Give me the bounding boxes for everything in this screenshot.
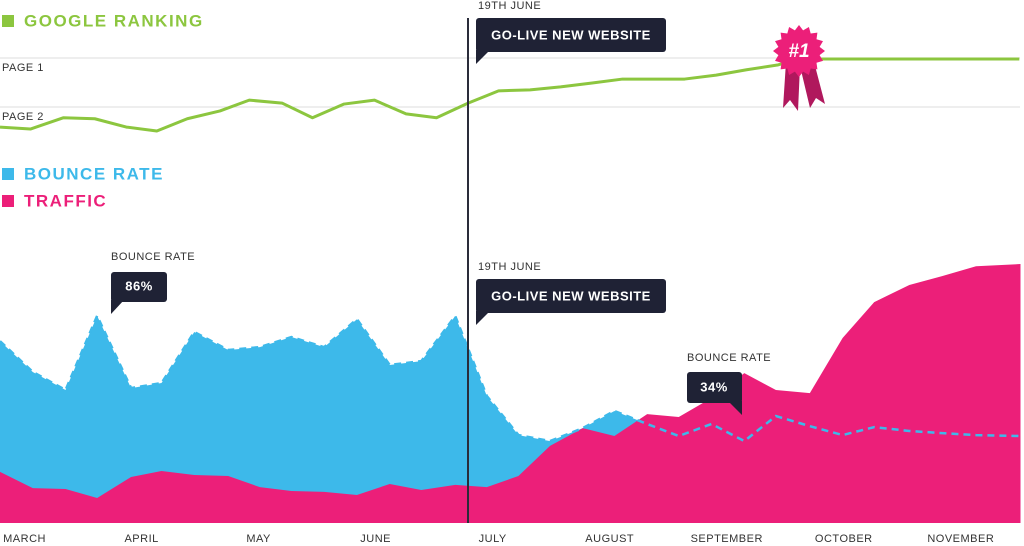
legend-swatch [2, 195, 14, 207]
x-tick-label: JULY [479, 533, 507, 545]
rank-badge: #1 [773, 25, 825, 111]
legend-label: BOUNCE RATE [24, 164, 164, 183]
annotation-title: BOUNCE RATE [111, 251, 195, 263]
x-tick-label: MAY [246, 533, 271, 545]
callout-text: GO-LIVE NEW WEBSITE [491, 288, 651, 303]
legend-label: GOOGLE RANKING [24, 11, 204, 30]
bounce-dashed-line [0, 312, 1021, 443]
x-tick-label: SEPTEMBER [691, 533, 763, 545]
legend-label: TRAFFIC [24, 191, 107, 210]
x-tick-label: APRIL [124, 533, 158, 545]
y-tick-label: PAGE 2 [2, 111, 44, 123]
callout-box [687, 372, 742, 403]
x-tick-label: MARCH [3, 533, 46, 545]
annotation-title: 19TH JUNE [478, 0, 541, 12]
x-tick-label: AUGUST [585, 533, 634, 545]
callout-pointer [476, 50, 490, 64]
x-tick-label: JUNE [360, 533, 391, 545]
legend-swatch [2, 168, 14, 180]
callout-pointer [476, 311, 490, 325]
x-tick-label: NOVEMBER [927, 533, 994, 545]
callout-box [476, 18, 666, 52]
annotation-title: BOUNCE RATE [687, 352, 771, 364]
callout-text: GO-LIVE NEW WEBSITE [491, 27, 651, 42]
x-tick-label: OCTOBER [815, 533, 873, 545]
callout-box [476, 279, 666, 313]
annotation-title: 19TH JUNE [478, 261, 541, 273]
callout-box [111, 272, 167, 302]
y-tick-label: PAGE 1 [2, 62, 44, 74]
badge-star [773, 25, 825, 77]
badge-ribbon [800, 62, 825, 108]
callout: GO-LIVE NEW WEBSITE [476, 279, 666, 325]
area [0, 264, 1021, 523]
callout-pointer [728, 401, 742, 415]
callout-pointer [111, 300, 124, 314]
legend-swatch [2, 15, 14, 27]
badge-ribbon [783, 62, 800, 111]
callout: GO-LIVE NEW WEBSITE [476, 18, 666, 64]
callout: 86% [111, 272, 167, 314]
ranking-line [0, 57, 1020, 133]
callout: 34% [687, 372, 742, 415]
plot-layer: PAGE 1 PAGE 2 [0, 57, 1021, 523]
callout-text: 86% [125, 278, 153, 293]
badge-text: #1 [788, 41, 809, 62]
callout-text: 34% [700, 379, 728, 394]
